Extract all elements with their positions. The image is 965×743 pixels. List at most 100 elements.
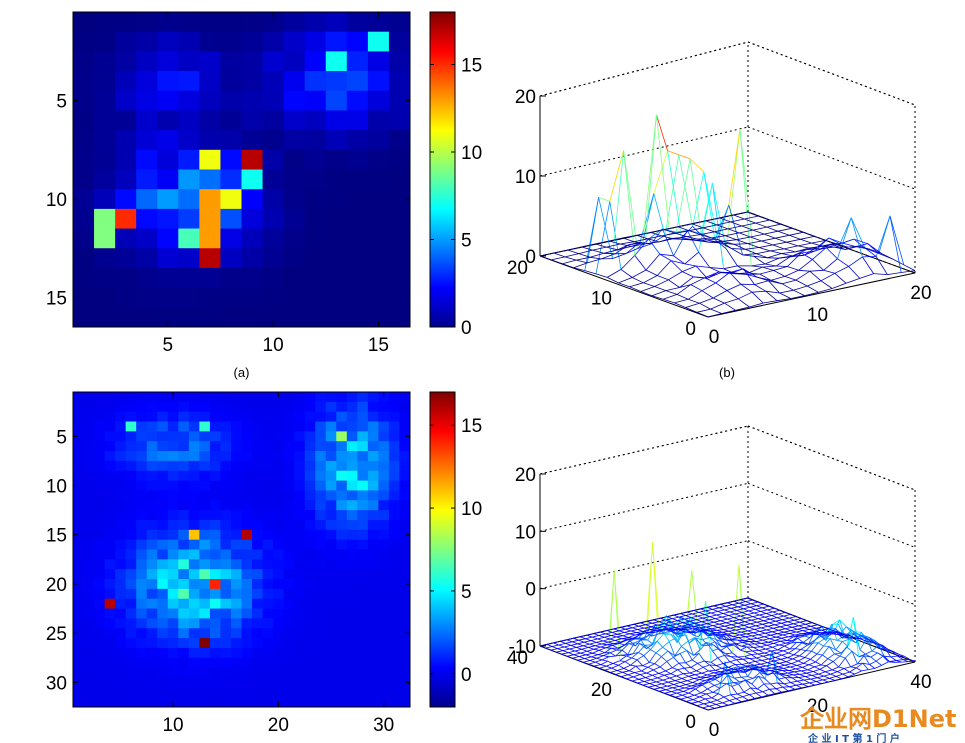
heatmap-cell [346,431,358,442]
x-tick-label: 0 [709,720,720,741]
surface-mesh-line [777,682,785,685]
surface-mesh-line [637,243,652,249]
heatmap-cell [304,697,316,708]
surface-mesh-line [632,678,639,682]
surface-mesh-line [747,643,754,648]
heatmap-cell [367,451,379,462]
heatmap-cell [325,169,348,190]
surface-mesh-line [589,256,602,260]
surface-mesh-line [799,672,807,675]
surface-mesh-line [757,636,765,639]
heatmap-cell [241,500,253,511]
heatmap-cell [346,12,369,33]
heatmap-cell [199,480,211,491]
surface-mesh-line [608,641,614,645]
surface-mesh-line [634,255,647,271]
surface-mesh-line [676,631,685,643]
heatmap-cell [262,510,274,521]
heatmap-cell [294,588,306,600]
surface-mesh-line [771,613,779,616]
surface-mesh-line [889,660,897,662]
heatmap-cell [241,267,263,289]
heatmap-cell [315,608,327,619]
surface-mesh-line [751,634,759,637]
surface-mesh-line [789,234,801,240]
heatmap-cell [357,579,369,590]
surface-mesh-line [786,623,794,626]
surface-mesh-line [784,631,790,634]
heatmap-cell [104,667,116,678]
surface-mesh-line [850,663,858,668]
heatmap-cell [104,677,116,688]
surface-mesh-line [705,600,713,651]
surface-mesh-line [666,616,673,619]
heatmap-cell [283,539,295,550]
surface-mesh-line [564,253,579,258]
surface-mesh-line [688,298,700,304]
surface-mesh-line [668,271,683,281]
heatmap-cell [325,667,337,678]
surface-mesh-line [745,650,753,653]
surface-mesh-line [731,637,739,640]
heatmap-cell [94,189,116,210]
heatmap-cell [241,519,253,531]
surface-mesh-line [705,609,713,612]
heatmap-cell [167,510,179,521]
surface-mesh-line [661,650,669,657]
surface-mesh-line [772,241,787,246]
surface-mesh-line [780,640,786,644]
surface-mesh-line [689,672,696,676]
surface-mesh-line [838,666,845,669]
surface-mesh-line [689,670,697,674]
surface-mesh-line [660,685,668,689]
surface-mesh-line [716,613,724,616]
surface-mesh-line [615,671,623,675]
surface-mesh-line [684,667,690,674]
surface-mesh-line [638,625,645,629]
heatmap-cell [125,460,137,472]
heatmap-cell [136,638,148,649]
surface-mesh-line [814,664,822,668]
surface-mesh-line [774,624,781,628]
heatmap-cell [367,559,379,570]
heatmap-cell [283,90,306,111]
heatmap-cell [241,667,253,678]
surface-mesh-line [691,659,698,664]
surface-mesh-line [751,618,759,621]
surface-mesh-line [687,640,694,656]
surface-mesh-line [646,643,654,650]
surface-mesh-line [851,651,858,665]
surface-mesh-line [691,220,706,225]
surface-mesh-line [731,248,746,250]
surface-mesh-line [672,686,680,689]
heatmap-cell [199,559,211,570]
surface-mesh-line [730,639,737,645]
surface-mesh-line [589,642,597,645]
surface-mesh-line [695,637,702,646]
heatmap-cell [178,307,200,328]
surface-mesh-line [626,623,634,627]
heatmap-cell [388,460,400,472]
heatmap-cell [346,618,358,629]
heatmap-cell [146,697,158,708]
surface-mesh-line [752,599,758,603]
surface-mesh-line [721,667,729,669]
heatmap-cell [252,549,263,560]
heatmap-cell [73,392,84,403]
surface-mesh-line [745,247,760,250]
surface-mesh-line [611,664,619,669]
surface-mesh-line [751,291,764,304]
surface-mesh-line [715,282,728,291]
heatmap-cell [115,411,127,422]
surface-mesh-line [724,302,736,311]
heatmap-cell [325,657,337,669]
surface-mesh-line [707,674,713,677]
heatmap-cell [94,441,105,452]
heatmap-cell [252,598,263,609]
surface-mesh-line [775,654,783,658]
surface-mesh-line [734,631,742,634]
surface-mesh-line [752,672,761,679]
heatmap-cell [357,588,369,600]
heatmap-cell [273,411,285,422]
surface-mesh-line [672,687,679,691]
